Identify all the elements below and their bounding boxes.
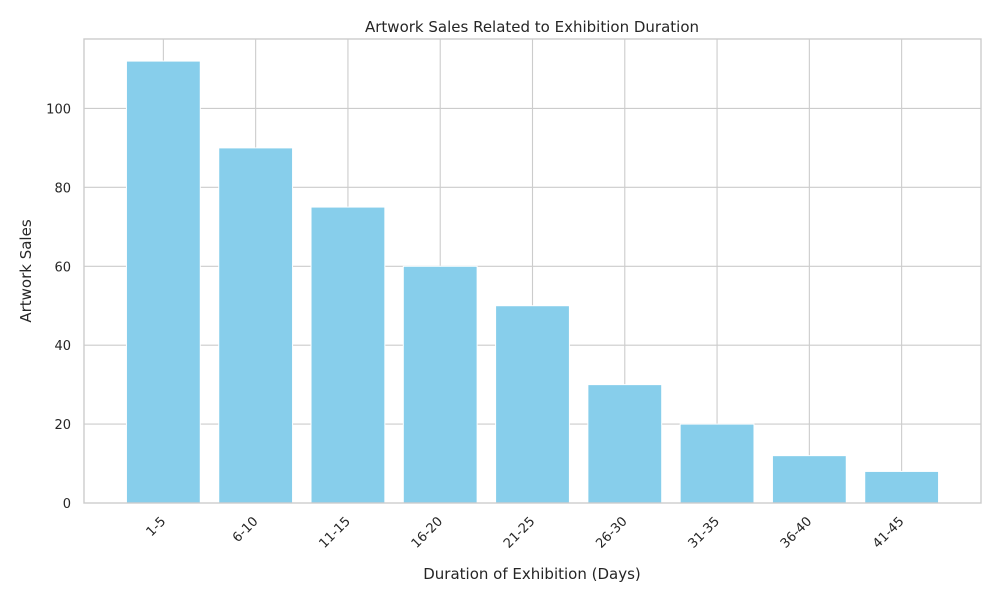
y-tick-label: 80 <box>54 181 71 196</box>
bar <box>402 265 478 504</box>
x-tick-label: 36-40 <box>778 514 815 551</box>
chart-title: Artwork Sales Related to Exhibition Dura… <box>365 18 699 36</box>
bar <box>125 60 201 504</box>
bar <box>864 470 940 504</box>
x-tick-label: 1-5 <box>144 514 170 540</box>
bar <box>771 455 847 504</box>
x-axis-label: Duration of Exhibition (Days) <box>423 565 641 583</box>
bar <box>218 147 294 504</box>
x-tick-label: 16-20 <box>409 514 446 551</box>
x-tick-label: 21-25 <box>501 514 538 551</box>
y-tick-label: 40 <box>54 339 71 354</box>
y-tick-label: 20 <box>54 418 71 433</box>
x-tick-label: 6-10 <box>230 514 261 545</box>
x-tick-label: 11-15 <box>316 514 353 551</box>
y-axis-label: Artwork Sales <box>17 219 35 322</box>
plot-frame <box>83 38 982 504</box>
y-tick-label: 60 <box>54 260 71 275</box>
bar <box>587 384 663 504</box>
bar <box>679 423 755 504</box>
bar <box>495 305 570 504</box>
y-tick-label: 0 <box>63 497 71 512</box>
bar-layer <box>125 60 940 504</box>
x-tick-label: 41-45 <box>870 514 907 551</box>
bar <box>310 206 386 504</box>
x-tick-labels: 1-5 6-10 11-15 16-20 21-25 26-30 31-35 36-40 41-… <box>144 514 908 551</box>
x-tick-label: 31-35 <box>686 514 723 551</box>
y-tick-labels: 0 20 40 60 80 100 <box>46 102 71 512</box>
x-tick-label: 26-30 <box>593 514 630 551</box>
y-tick-label: 100 <box>46 102 71 117</box>
